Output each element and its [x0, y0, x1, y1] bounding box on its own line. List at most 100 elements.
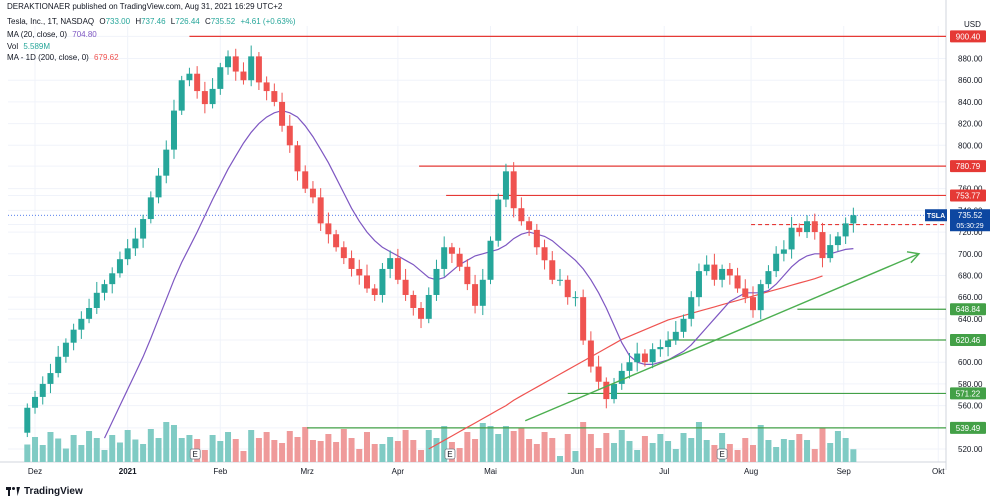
volume-bar [726, 444, 733, 462]
level-price-label: 648.84 [956, 305, 981, 314]
volume-bar [526, 439, 533, 462]
earnings-marker-box [189, 448, 201, 460]
volume-bar [155, 438, 162, 462]
volume-bar [842, 438, 849, 462]
low-label: L [170, 17, 176, 26]
candle-body [649, 349, 656, 363]
volume-bar [410, 440, 417, 462]
volume-bar [765, 440, 772, 462]
candle-body [155, 175, 162, 198]
candle-body [201, 91, 208, 105]
candle-body [595, 366, 602, 382]
volume-bar [109, 435, 116, 462]
volume-bar [402, 430, 409, 462]
candle-body [811, 221, 818, 233]
volume-bar [603, 433, 610, 462]
volume-bar [572, 451, 579, 462]
candle-body [363, 275, 370, 289]
volume-label: Vol [7, 42, 19, 51]
tradingview-logo-icon [6, 487, 20, 496]
ma20-path [103, 109, 854, 439]
volume-bar [827, 443, 834, 462]
volume-bar [86, 431, 93, 462]
candle-body [425, 294, 432, 319]
candle-body [147, 197, 154, 220]
volume-bar [124, 430, 131, 462]
volume-bar [209, 435, 216, 462]
candle-body [742, 288, 749, 298]
symbol-name[interactable]: Tesla, Inc., 1T, NASDAQ [7, 17, 95, 26]
volume-bar [695, 422, 702, 462]
candle-body [834, 236, 841, 246]
volume-bar [649, 443, 656, 462]
last-price-label: 735.52 [958, 211, 983, 220]
volume-bar [618, 430, 625, 462]
level-price-tag [950, 303, 986, 316]
volume-bar [387, 437, 394, 462]
countdown-label: 05:30:29 [956, 223, 983, 230]
candle-body [371, 288, 378, 295]
volume-bar [140, 444, 147, 462]
candle-body [240, 71, 247, 81]
candle-body [665, 340, 672, 348]
candle-body [819, 232, 826, 259]
candle-body [248, 56, 255, 81]
price-axis: 880.00860.00840.00820.00800.00760.00740.… [958, 55, 983, 454]
candle-body [62, 342, 69, 357]
volume-bar [587, 434, 594, 462]
volume-bar [225, 432, 232, 462]
y-tick-label: 680.00 [958, 271, 983, 280]
candle-body [116, 259, 123, 274]
volume-bar [170, 425, 177, 462]
volume-bar [495, 434, 502, 462]
candle-body [418, 307, 425, 319]
x-tick-label: Mai [484, 467, 497, 476]
volume-bar [101, 450, 108, 462]
y-tick-label: 860.00 [958, 76, 983, 85]
candle-body [587, 340, 594, 367]
candle-body [464, 266, 471, 285]
candle-body [340, 247, 347, 259]
ma200-value: 679.62 [94, 53, 119, 62]
candle-body [379, 268, 386, 295]
y-tick-label: 640.00 [958, 315, 983, 324]
level-price-tag [950, 189, 986, 202]
candle-body [780, 249, 787, 254]
candlesticks [24, 45, 857, 438]
candle-body [842, 223, 849, 237]
currency-label[interactable]: USD [964, 20, 981, 29]
y-tick-label: 840.00 [958, 98, 983, 107]
tradingview-logo[interactable]: TradingView [6, 486, 83, 497]
ma200-legend[interactable]: MA - 1D (200, close, 0) 679.62 [7, 53, 119, 63]
volume-bar [688, 438, 695, 462]
candle-body [734, 275, 741, 289]
candle-body [711, 264, 718, 280]
volume-bar [595, 448, 602, 462]
ma20-legend[interactable]: MA (20, close, 0) 704.80 [7, 30, 97, 40]
tradingview-brand: TradingView [24, 486, 83, 497]
volume-bar [749, 445, 756, 462]
y-tick-label: 660.00 [958, 293, 983, 302]
candle-body [672, 331, 679, 341]
volume-bar [279, 443, 286, 462]
volume-bar [333, 442, 340, 462]
price-tags: 900.40780.79753.77726.94648.84620.46571.… [925, 30, 990, 434]
volume-bar [55, 438, 62, 462]
earnings-marker-label: E [719, 450, 724, 459]
candle-body [603, 381, 610, 400]
level-price-label: 780.79 [956, 162, 981, 171]
candle-body [402, 279, 409, 295]
volume-bar [32, 437, 39, 462]
volume-bar [371, 444, 378, 462]
volume-bar [834, 431, 841, 462]
y-tick-label: 820.00 [958, 120, 983, 129]
volume-bar [425, 430, 432, 462]
candle-body [170, 110, 177, 150]
volume-bar [464, 432, 471, 462]
volume-bar [433, 438, 440, 462]
level-price-tag [950, 421, 986, 434]
y-tick-label: 560.00 [958, 402, 983, 411]
volume-legend[interactable]: Vol 5.589M [7, 42, 50, 52]
change-value: +4.61 (+0.63%) [240, 17, 296, 26]
